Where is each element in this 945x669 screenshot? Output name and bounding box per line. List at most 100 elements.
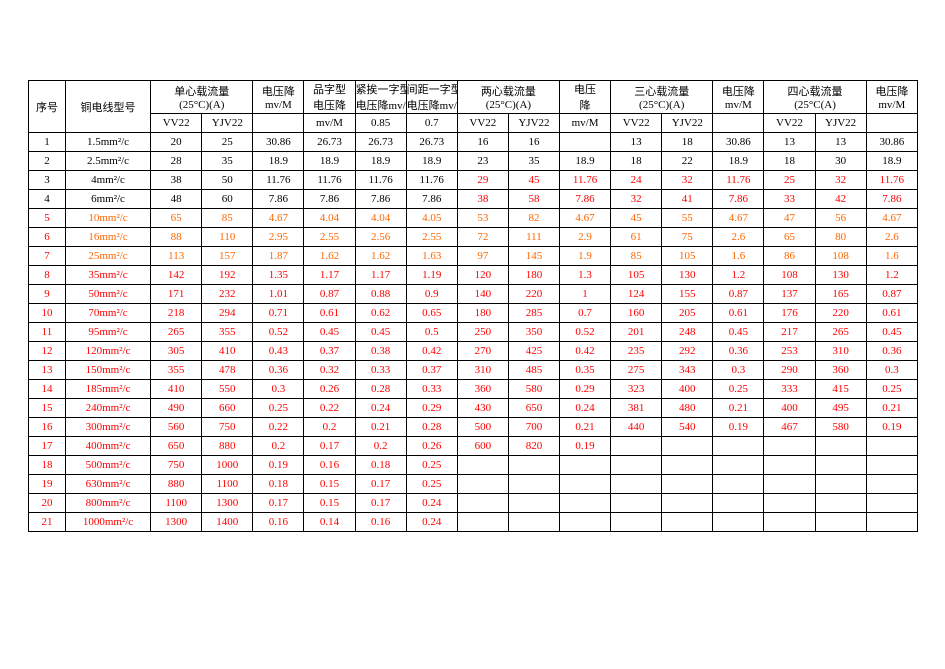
cell-o: 0.3 (866, 361, 917, 380)
cell-model: 25mm²/c (65, 247, 150, 266)
cell-l (713, 513, 764, 532)
cell-h: 580 (508, 380, 559, 399)
sub-yjv22-4: YJV22 (815, 114, 866, 133)
cell-idx: 16 (29, 418, 66, 437)
cell-i (560, 475, 611, 494)
cell-i: 2.9 (560, 228, 611, 247)
cell-c: 1.87 (253, 247, 304, 266)
cell-m (764, 494, 815, 513)
table-row: 15240mm²/c4906600.250.220.240.294306500.… (29, 399, 918, 418)
cell-e: 0.17 (355, 494, 406, 513)
cell-b: 750 (202, 418, 253, 437)
cell-f: 0.42 (406, 342, 457, 361)
cell-l: 0.87 (713, 285, 764, 304)
cell-h: 111 (508, 228, 559, 247)
cell-o (866, 475, 917, 494)
cell-a: 1100 (151, 494, 202, 513)
cell-h (508, 456, 559, 475)
cell-l: 30.86 (713, 133, 764, 152)
header-row-2: VV22 YJV22 mv/M 0.85 0.7 VV22 YJV22 mv/M… (29, 114, 918, 133)
cell-a: 142 (151, 266, 202, 285)
table-row: 46mm²/c48607.867.867.867.8638587.8632417… (29, 190, 918, 209)
cell-idx: 17 (29, 437, 66, 456)
cell-o: 0.19 (866, 418, 917, 437)
cell-d: 26.73 (304, 133, 355, 152)
cell-m: 176 (764, 304, 815, 323)
cell-h: 16 (508, 133, 559, 152)
header-idx: 序号 (29, 81, 66, 133)
cell-o: 18.9 (866, 152, 917, 171)
cell-a: 1300 (151, 513, 202, 532)
cell-f: 7.86 (406, 190, 457, 209)
sub-085: 0.85 (355, 114, 406, 133)
cell-j: 235 (611, 342, 662, 361)
cell-a: 650 (151, 437, 202, 456)
cell-g: 270 (457, 342, 508, 361)
cell-c: 2.95 (253, 228, 304, 247)
cell-c: 30.86 (253, 133, 304, 152)
cell-f: 0.24 (406, 513, 457, 532)
cell-h: 700 (508, 418, 559, 437)
cell-j: 18 (611, 152, 662, 171)
cell-c: 0.17 (253, 494, 304, 513)
cell-d: 0.17 (304, 437, 355, 456)
cell-j: 160 (611, 304, 662, 323)
cell-b: 25 (202, 133, 253, 152)
cell-n: 165 (815, 285, 866, 304)
cell-o: 0.36 (866, 342, 917, 361)
cell-d: 0.2 (304, 418, 355, 437)
cell-model: 1000mm²/c (65, 513, 150, 532)
cell-model: 300mm²/c (65, 418, 150, 437)
header-row-1: 序号 铜电线型号 单心载流量(25°C)(A) 电压降mv/M 品字型电压降 紧… (29, 81, 918, 114)
cell-i: 1.9 (560, 247, 611, 266)
cell-l (713, 456, 764, 475)
cell-o: 2.6 (866, 228, 917, 247)
cell-f: 0.9 (406, 285, 457, 304)
cell-i: 0.42 (560, 342, 611, 361)
cell-l: 1.6 (713, 247, 764, 266)
cable-table: 序号 铜电线型号 单心载流量(25°C)(A) 电压降mv/M 品字型电压降 紧… (28, 80, 918, 532)
cell-h (508, 494, 559, 513)
cell-model: 95mm²/c (65, 323, 150, 342)
cell-i: 0.24 (560, 399, 611, 418)
cell-idx: 8 (29, 266, 66, 285)
cell-g: 29 (457, 171, 508, 190)
cell-k: 480 (662, 399, 713, 418)
cell-idx: 5 (29, 209, 66, 228)
cell-c: 0.18 (253, 475, 304, 494)
cell-idx: 2 (29, 152, 66, 171)
cell-idx: 10 (29, 304, 66, 323)
cell-h (508, 475, 559, 494)
cell-o: 11.76 (866, 171, 917, 190)
cell-f: 2.55 (406, 228, 457, 247)
cell-f: 0.25 (406, 456, 457, 475)
cell-l: 0.61 (713, 304, 764, 323)
cell-j (611, 475, 662, 494)
cell-idx: 3 (29, 171, 66, 190)
cell-f: 11.76 (406, 171, 457, 190)
cell-c: 18.9 (253, 152, 304, 171)
cell-c: 1.01 (253, 285, 304, 304)
cell-o: 30.86 (866, 133, 917, 152)
cell-e: 0.18 (355, 456, 406, 475)
cell-a: 113 (151, 247, 202, 266)
cell-c: 0.16 (253, 513, 304, 532)
cell-c: 0.25 (253, 399, 304, 418)
table-row: 17400mm²/c6508800.20.170.20.266008200.19 (29, 437, 918, 456)
sub-vv22-3: VV22 (611, 114, 662, 133)
cell-model: 6mm²/c (65, 190, 150, 209)
table-row: 12120mm²/c3054100.430.370.380.422704250.… (29, 342, 918, 361)
cell-j: 323 (611, 380, 662, 399)
cell-k (662, 475, 713, 494)
cell-k: 32 (662, 171, 713, 190)
table-row: 211000mm²/c130014000.160.140.160.24 (29, 513, 918, 532)
cell-b: 550 (202, 380, 253, 399)
cell-k: 18 (662, 133, 713, 152)
cell-i: 0.29 (560, 380, 611, 399)
cell-o: 0.21 (866, 399, 917, 418)
cell-i: 0.21 (560, 418, 611, 437)
sub-blank-4 (866, 114, 917, 133)
cell-b: 192 (202, 266, 253, 285)
cell-o: 0.45 (866, 323, 917, 342)
header-spaced: 间距一字型电压降mv/M (406, 81, 457, 114)
